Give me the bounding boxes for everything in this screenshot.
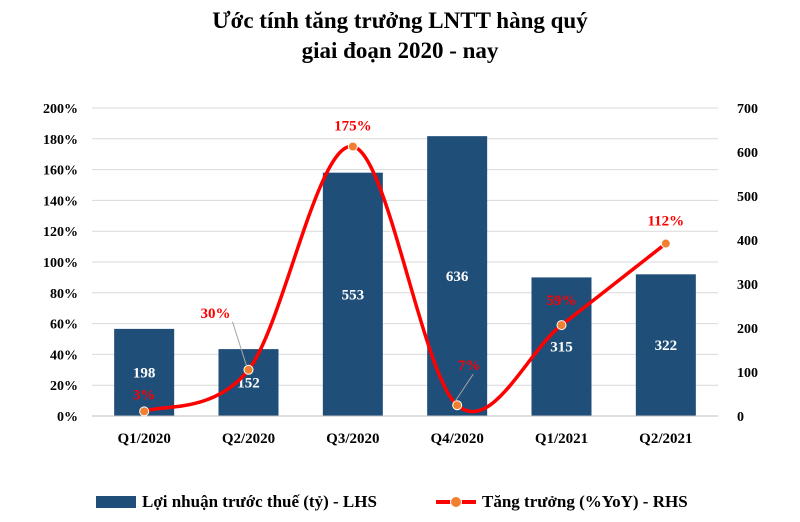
y-left-tick-label: 140% [43, 194, 78, 209]
x-tick-label: Q2/2021 [639, 431, 692, 447]
x-tick-label: Q3/2020 [326, 431, 379, 447]
growth-point [139, 406, 150, 417]
chart-title-line-2: giai đoạn 2020 - nay [301, 38, 499, 63]
y-left-tick-label: 40% [50, 348, 78, 363]
chart-title-line-1: Ước tính tăng trưởng LNTT hàng quý [212, 8, 588, 33]
y-right-tick-label: 300 [737, 278, 758, 293]
y-left-tick-label: 120% [43, 225, 78, 240]
bar-value-label: 198 [133, 365, 156, 381]
y-right-tick-label: 500 [737, 190, 758, 205]
x-tick-label: Q4/2020 [430, 431, 483, 447]
growth-value-label: 30% [201, 306, 231, 322]
legend-item-profit[interactable]: Lợi nhuận trước thuế (tỷ) - LHS [96, 492, 377, 512]
growth-label-leader [454, 373, 474, 402]
y-left-tick-label: 200% [43, 102, 78, 117]
y-left-tick-label: 20% [50, 379, 78, 394]
growth-value-label: 175% [334, 119, 372, 135]
bar [218, 349, 279, 416]
growth-point [243, 364, 254, 375]
legend-item-growth[interactable]: Tăng trưởng (%YoY) - RHS [436, 492, 688, 512]
y-right-tick-label: 0 [737, 410, 744, 425]
x-tick-label: Q2/2020 [222, 431, 275, 447]
growth-point [660, 238, 671, 249]
bar-value-label: 553 [342, 287, 365, 303]
bar [635, 274, 696, 416]
bar-value-label: 152 [237, 376, 260, 392]
growth-value-label: 3% [133, 387, 156, 403]
bar-value-label: 322 [655, 338, 678, 354]
growth-value-label: 59% [547, 293, 577, 309]
growth-value-label: 7% [458, 358, 481, 374]
y-left-tick-label: 180% [43, 133, 78, 148]
legend-growth-label: Tăng trưởng (%YoY) - RHS [482, 492, 688, 511]
growth-point [347, 141, 358, 152]
y-left-tick-label: 160% [43, 164, 78, 179]
bar [114, 328, 175, 416]
bar-value-label: 636 [446, 269, 469, 285]
growth-point [556, 320, 567, 331]
y-right-tick-label: 400 [737, 234, 758, 249]
legend-profit-label: Lợi nhuận trước thuế (tỷ) - LHS [142, 492, 377, 511]
legend-line-swatch [436, 495, 476, 509]
y-left-tick-label: 60% [50, 318, 78, 333]
y-left-tick-label: 80% [50, 287, 78, 302]
y-left-tick-label: 0% [57, 410, 78, 425]
y-right-tick-label: 100 [737, 366, 758, 381]
y-right-tick-label: 200 [737, 322, 758, 337]
y-left-tick-label: 100% [43, 256, 78, 271]
legend: Lợi nhuận trước thuế (tỷ) - LHS Tăng trư… [0, 492, 800, 518]
growth-label-leader [232, 321, 247, 366]
x-tick-label: Q1/2020 [117, 431, 170, 447]
bar-value-label: 315 [550, 340, 573, 356]
y-right-tick-label: 700 [737, 102, 758, 117]
x-tick-label: Q1/2021 [535, 431, 588, 447]
bar [322, 172, 383, 416]
growth-value-label: 112% [647, 214, 684, 230]
chart-title: Ước tính tăng trưởng LNTT hàng quý giai … [0, 6, 800, 66]
growth-point [452, 400, 463, 411]
chart-plot: 0% 20% 40% 60% 80% 100% 120% 140% 160% 180% 200% 0 1… [43, 102, 758, 447]
legend-bar-swatch [96, 496, 136, 508]
y-right-tick-label: 600 [737, 146, 758, 161]
